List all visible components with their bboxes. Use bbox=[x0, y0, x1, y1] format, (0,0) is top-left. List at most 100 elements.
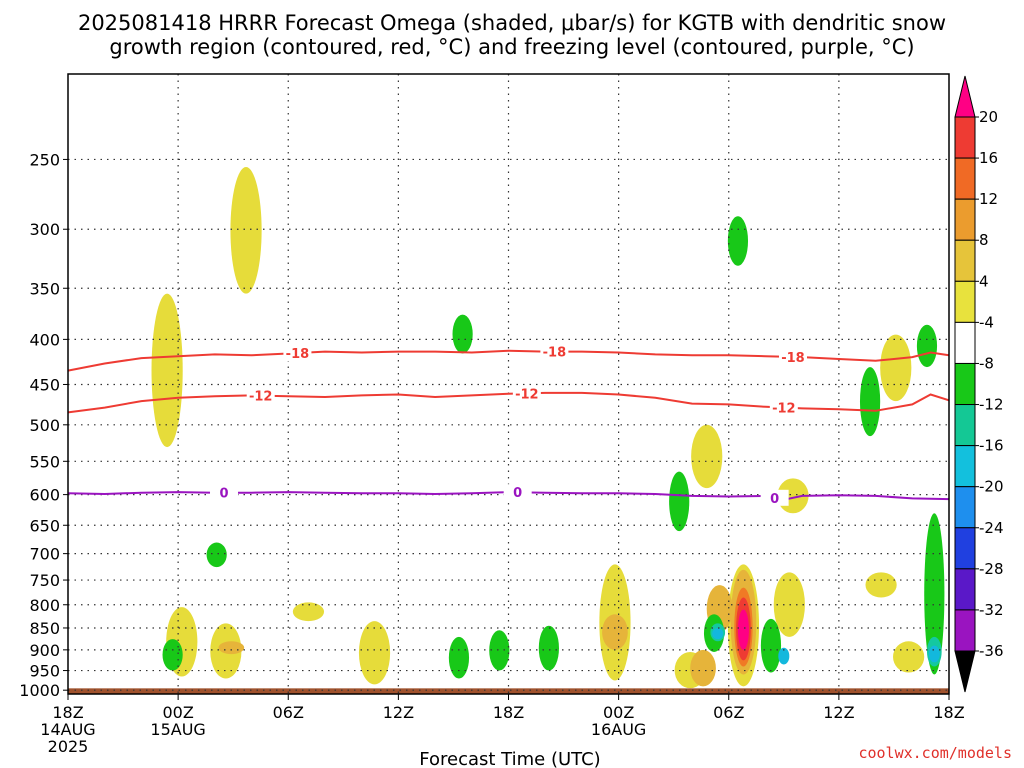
contour-label-bg bbox=[769, 399, 798, 416]
x-tick-label: 2025 bbox=[48, 737, 89, 756]
omega-area-m12to-16 bbox=[712, 627, 724, 640]
omega-area-4to8 bbox=[292, 602, 325, 622]
omega-area-m4to-8 bbox=[452, 314, 473, 354]
omega-area-4to8 bbox=[691, 424, 723, 489]
contour-label--18: -18 bbox=[781, 351, 805, 366]
contour-label-bg bbox=[210, 484, 239, 501]
omega-area-m4to-8 bbox=[538, 625, 559, 671]
colorbar-segment bbox=[954, 198, 976, 241]
x-tick-label: 18Z bbox=[493, 703, 524, 722]
y-tick-label: 650 bbox=[29, 516, 60, 535]
omega-area-4to8 bbox=[893, 641, 925, 673]
x-tick-label: 12Z bbox=[823, 703, 854, 722]
colorbar-segment bbox=[954, 239, 976, 282]
contour-label-0: 0 bbox=[219, 487, 228, 502]
omega-area-m4to-8 bbox=[727, 216, 749, 266]
contour-label--18: -18 bbox=[543, 346, 567, 361]
omega-area-m4to-8 bbox=[760, 618, 782, 673]
colorbar-segment bbox=[954, 609, 976, 652]
colorbar-label: 12 bbox=[979, 190, 998, 208]
omega-area-8to12 bbox=[218, 641, 245, 655]
colorbar: 20 16 12 8 4 -4 -8 -12 -16 -20 -24 -28 -32 -36 bbox=[954, 75, 1004, 693]
y-tick-label: 800 bbox=[29, 596, 60, 615]
omega-area-4to8 bbox=[773, 572, 805, 637]
colorbar-label: -32 bbox=[979, 601, 1004, 619]
omega-area-4to8 bbox=[358, 621, 391, 685]
y-axis: 250 300 350 400 450 500 550 600 650 700 750 800 850 9… bbox=[19, 150, 68, 700]
colorbar-label: 4 bbox=[979, 272, 989, 290]
x-tick-label: 12Z bbox=[383, 703, 414, 722]
colorbar-label: -4 bbox=[979, 313, 994, 331]
contour-label-bg bbox=[512, 385, 541, 402]
y-tick-label: 300 bbox=[29, 220, 60, 239]
colorbar-segment bbox=[954, 486, 976, 529]
contour-label-bg bbox=[283, 345, 312, 362]
y-tick-label: 850 bbox=[29, 619, 60, 638]
contour-label-bg bbox=[503, 484, 532, 501]
colorbar-segment bbox=[954, 362, 976, 406]
ground-fill bbox=[68, 688, 949, 694]
y-tick-label: 600 bbox=[29, 486, 60, 505]
x-tick-label: 06Z bbox=[273, 703, 304, 722]
omega-area-m12to-16 bbox=[778, 647, 790, 665]
colorbar-segment bbox=[954, 568, 976, 611]
chart-title-line-2: growth region (contoured, red, °C) and f… bbox=[109, 35, 914, 59]
y-tick-label: 700 bbox=[29, 545, 60, 564]
x-tick-label: 00Z bbox=[162, 703, 193, 722]
omega-area-m4to-8 bbox=[859, 367, 881, 437]
omega-area-m12to-16 bbox=[928, 645, 940, 663]
y-tick-label: 750 bbox=[29, 571, 60, 590]
chart-title-line-1: 2025081418 HRRR Forecast Omega (shaded, … bbox=[78, 11, 946, 35]
x-tick-label: 16AUG bbox=[591, 720, 646, 739]
contour-label--12: -12 bbox=[772, 402, 796, 417]
omega-area-m4to-8 bbox=[448, 636, 470, 679]
colorbar-segment bbox=[954, 116, 976, 159]
omega-area-4to8 bbox=[230, 167, 262, 294]
colorbar-label: -12 bbox=[979, 396, 1004, 414]
y-tick-label: 250 bbox=[29, 150, 60, 169]
contour-label--12: -12 bbox=[515, 387, 539, 402]
ground-surface bbox=[68, 688, 949, 694]
x-tick-label: 06Z bbox=[713, 703, 744, 722]
y-tick-label: 900 bbox=[29, 641, 60, 660]
omega-area-gt20 bbox=[737, 609, 749, 650]
colorbar-segment bbox=[954, 280, 976, 323]
y-tick-label: 950 bbox=[29, 662, 60, 681]
x-tick-label: 18Z bbox=[933, 703, 964, 722]
contour-label-bg bbox=[246, 387, 275, 404]
colorbar-label: -24 bbox=[979, 519, 1004, 537]
credit-text: coolwx.com/models bbox=[858, 744, 1012, 762]
colorbar-label: -36 bbox=[979, 642, 1004, 660]
omega-area-4to8 bbox=[880, 334, 912, 402]
colorbar-label: -16 bbox=[979, 437, 1004, 455]
contour-line--18 bbox=[67, 349, 950, 372]
omega-area-8to12 bbox=[602, 614, 628, 650]
contour-label-0: 0 bbox=[513, 486, 522, 501]
omega-area-m4to-8 bbox=[669, 471, 690, 532]
colorbar-label: -20 bbox=[979, 478, 1004, 496]
omega-area-m4to-8 bbox=[162, 639, 183, 671]
colorbar-segment bbox=[954, 445, 976, 488]
colorbar-top-arrow bbox=[954, 75, 976, 118]
colorbar-segment bbox=[954, 527, 976, 570]
y-tick-label: 1000 bbox=[19, 681, 60, 700]
colorbar-label: 16 bbox=[979, 149, 998, 167]
omega-area-8to12 bbox=[690, 649, 716, 687]
colorbar-segment bbox=[954, 157, 976, 200]
y-tick-label: 350 bbox=[29, 279, 60, 298]
colorbar-label: -8 bbox=[979, 354, 994, 372]
omega-area-4to8 bbox=[151, 293, 183, 448]
colorbar-segment bbox=[954, 321, 976, 364]
y-tick-label: 500 bbox=[29, 416, 60, 435]
y-tick-label: 550 bbox=[29, 452, 60, 471]
x-tick-label: 00Z bbox=[603, 703, 634, 722]
colorbar-label: 20 bbox=[979, 108, 998, 126]
omega-area-m4to-8 bbox=[916, 324, 938, 368]
colorbar-segment bbox=[954, 404, 976, 447]
x-axis-title: Forecast Time (UTC) bbox=[419, 749, 600, 768]
contour-label--18: -18 bbox=[286, 347, 310, 362]
colorbar-label: 8 bbox=[979, 231, 989, 249]
contour-label-bg bbox=[760, 489, 789, 506]
